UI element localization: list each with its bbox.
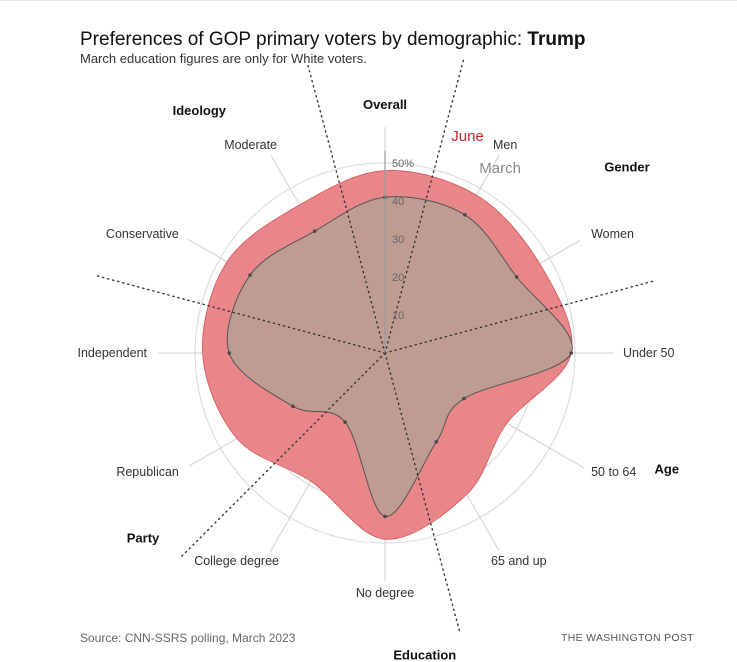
point-march-no-degree xyxy=(383,514,387,519)
group-label-ideology: Ideology xyxy=(173,103,227,118)
chart-title-candidate: Trump xyxy=(527,29,586,50)
point-march-republican xyxy=(291,404,295,409)
group-separator-4 xyxy=(179,352,386,559)
category-label-republican: Republican xyxy=(116,465,179,479)
group-separator-3 xyxy=(384,352,461,634)
group-label-education: Education xyxy=(393,647,456,662)
category-label-under-50: Under 50 xyxy=(623,346,674,360)
category-label-college-degree: College degree xyxy=(194,554,279,568)
group-label-age: Age xyxy=(655,462,680,477)
category-label-men: Men xyxy=(493,138,517,152)
point-march-conservative xyxy=(248,273,252,277)
group-separator-6 xyxy=(306,62,386,354)
series-label-june: June xyxy=(451,128,484,145)
group-label-gender: Gender xyxy=(604,159,650,174)
point-march-independent xyxy=(227,351,231,355)
source-note: Source: CNN-SSRS polling, March 2023 xyxy=(80,631,296,645)
category-label-65-and-up: 65 and up xyxy=(491,554,547,568)
category-label-conservative: Conservative xyxy=(106,227,179,241)
point-march-men xyxy=(463,212,467,217)
group-separator-5 xyxy=(94,274,386,354)
point-march-moderate xyxy=(312,229,317,234)
category-label-no-degree: No degree xyxy=(356,586,414,600)
series-label-march: March xyxy=(479,160,521,177)
publisher-credit: THE WASHINGTON POST xyxy=(561,632,694,644)
point-march-65-and-up xyxy=(434,440,439,444)
group-separator-2 xyxy=(384,279,657,354)
tick-label-10: 10 xyxy=(392,310,404,322)
tick-label-50: 50% xyxy=(392,158,414,170)
top-rule xyxy=(0,0,737,1)
chart-title-prefix: Preferences of GOP primary voters by dem… xyxy=(80,29,528,50)
category-label-50-to-64: 50 to 64 xyxy=(591,465,636,479)
radar-overlay: 10 20 30 40 50% xyxy=(94,57,657,634)
category-label-women: Women xyxy=(591,227,634,241)
tick-label-40: 40 xyxy=(392,196,404,208)
point-march-50-to-64 xyxy=(462,396,466,401)
tick-label-20: 20 xyxy=(392,272,404,284)
chart-title: Preferences of GOP primary voters by dem… xyxy=(80,29,585,51)
chart-subtitle: March education figures are only for Whi… xyxy=(80,51,367,66)
point-march-under-50 xyxy=(569,351,573,355)
category-label-overall: Overall xyxy=(363,97,407,112)
category-label-moderate: Moderate xyxy=(224,138,277,152)
radar-series xyxy=(202,170,573,540)
radar-labels: Overall Men Women Under 50 50 to 64 65 and up… xyxy=(77,97,679,662)
tick-label-30: 30 xyxy=(392,234,404,246)
category-label-independent: Independent xyxy=(77,346,147,360)
group-label-party: Party xyxy=(127,531,160,546)
point-march-women xyxy=(514,275,519,279)
point-march-college-degree xyxy=(343,420,347,424)
group-separator-1 xyxy=(384,57,465,354)
